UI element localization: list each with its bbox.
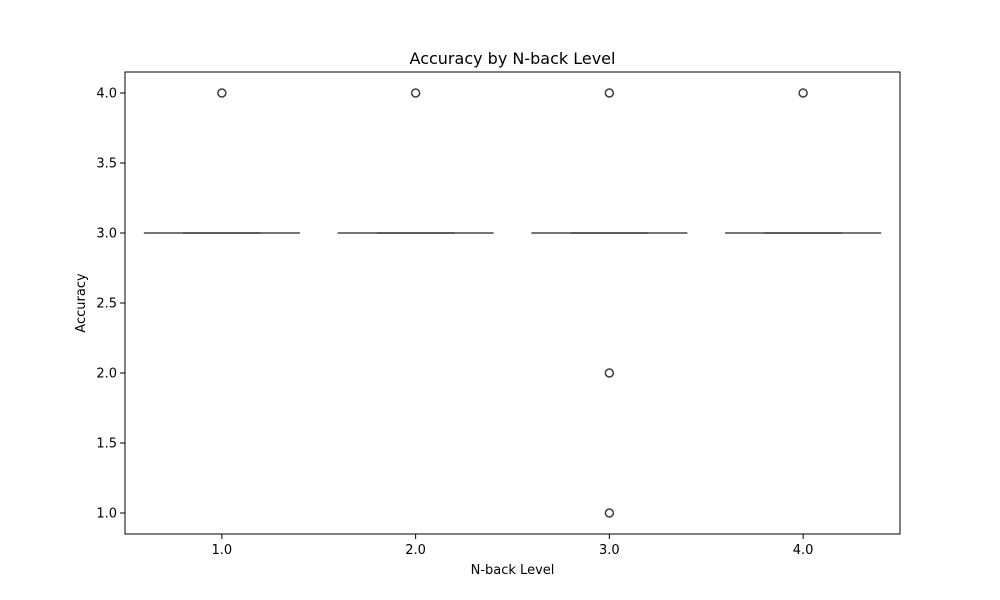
y-axis-title: Accuracy — [74, 273, 89, 333]
y-tick-label: 4.0 — [96, 87, 117, 102]
x-tick-label: 2.0 — [405, 543, 426, 558]
y-tick-label: 3.5 — [96, 157, 117, 172]
y-tick-label: 1.0 — [96, 507, 117, 522]
x-axis-title: N-back Level — [471, 563, 555, 578]
y-tick-label: 2.5 — [96, 297, 117, 312]
outlier-point — [604, 508, 615, 518]
box-group — [725, 88, 882, 234]
y-tick-label: 3.0 — [96, 227, 117, 242]
outlier-point — [604, 88, 615, 98]
outlier-point — [604, 368, 615, 378]
box-group — [143, 88, 300, 234]
x-tick-label: 1.0 — [212, 543, 233, 558]
plot-frame — [124, 71, 901, 535]
plot-area: 1.0 1.5 2.0 2.5 3.0 3.5 4.0 1.0 2.0 3.0 4.0 — [96, 87, 882, 558]
chart-title: Accuracy by N-back Level — [410, 49, 616, 68]
x-tick-label: 3.0 — [599, 543, 620, 558]
y-tick-label: 1.5 — [96, 437, 117, 452]
y-tick-label: 2.0 — [96, 367, 117, 382]
outlier-point — [217, 88, 227, 98]
outlier-point — [410, 88, 421, 98]
box-group — [531, 88, 688, 518]
box-group — [337, 88, 494, 234]
x-tick-label: 4.0 — [793, 543, 814, 558]
outlier-point — [798, 88, 808, 98]
